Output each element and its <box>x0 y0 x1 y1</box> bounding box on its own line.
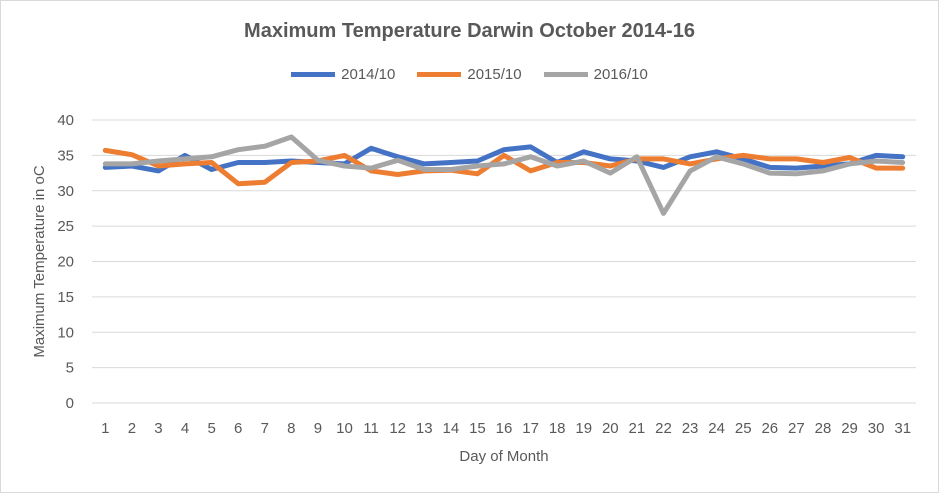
chart-title: Maximum Temperature Darwin October 2014-… <box>244 20 695 42</box>
legend-item: 2014/10 <box>291 66 395 83</box>
y-tick-label: 0 <box>66 395 74 412</box>
x-tick-label: 15 <box>469 420 486 437</box>
x-tick-label: 5 <box>207 420 215 437</box>
x-tick-label: 18 <box>549 420 566 437</box>
x-tick-label: 8 <box>287 420 295 437</box>
x-tick-label: 24 <box>708 420 725 437</box>
x-tick-label: 30 <box>868 420 885 437</box>
x-tick-label: 4 <box>181 420 189 437</box>
y-tick-label: 20 <box>57 254 74 271</box>
legend-item: 2015/10 <box>417 66 522 83</box>
x-tick-label: 14 <box>442 420 459 437</box>
series-line-2014-10 <box>102 144 906 174</box>
x-tick-label: 6 <box>234 420 242 437</box>
legend: 2014/10 2015/10 2016/10 <box>0 66 939 83</box>
legend-swatch <box>417 72 462 77</box>
x-tick-label: 13 <box>416 420 433 437</box>
x-tick-label: 26 <box>761 420 778 437</box>
legend-label: 2015/10 <box>467 66 522 83</box>
x-tick-label: 22 <box>655 420 672 437</box>
legend-label: 2014/10 <box>341 66 396 83</box>
y-tick-label: 40 <box>57 112 74 129</box>
x-tick-label: 3 <box>154 420 162 437</box>
x-tick-label: 12 <box>389 420 406 437</box>
x-tick-label: 29 <box>841 420 858 437</box>
x-tick-label: 2 <box>128 420 136 437</box>
x-tick-label: 27 <box>788 420 805 437</box>
x-tick-label: 31 <box>894 420 911 437</box>
x-tick-label: 17 <box>522 420 539 437</box>
series-line-2015-10 <box>102 147 906 187</box>
legend-swatch <box>291 72 336 77</box>
y-tick-label: 30 <box>57 183 74 200</box>
x-tick-label: 20 <box>602 420 619 437</box>
x-tick-label: 7 <box>261 420 269 437</box>
legend-item: 2016/10 <box>543 66 648 83</box>
x-tick-label: 19 <box>575 420 592 437</box>
x-tick-label: 21 <box>629 420 646 437</box>
y-tick-label: 10 <box>57 324 74 341</box>
x-tick-label: 1 <box>101 420 109 437</box>
y-tick-label: 15 <box>57 289 74 306</box>
x-tick-label: 11 <box>363 420 379 437</box>
y-tick-label: 25 <box>57 218 74 235</box>
x-tick-label: 28 <box>815 420 832 437</box>
series-line-2016-10 <box>102 134 906 216</box>
x-tick-label: 10 <box>336 420 353 437</box>
legend-label: 2016/10 <box>593 66 648 83</box>
x-tick-label: 25 <box>735 420 752 437</box>
x-axis-title: Day of Month <box>459 448 548 465</box>
x-tick-label: 23 <box>682 420 699 437</box>
y-tick-label: 35 <box>57 147 74 164</box>
x-tick-label: 9 <box>314 420 322 437</box>
y-tick-label: 5 <box>66 360 74 377</box>
y-axis-title: Maximum Temperature in oC <box>31 165 48 357</box>
x-tick-label: 16 <box>496 420 513 437</box>
legend-swatch <box>543 72 588 77</box>
